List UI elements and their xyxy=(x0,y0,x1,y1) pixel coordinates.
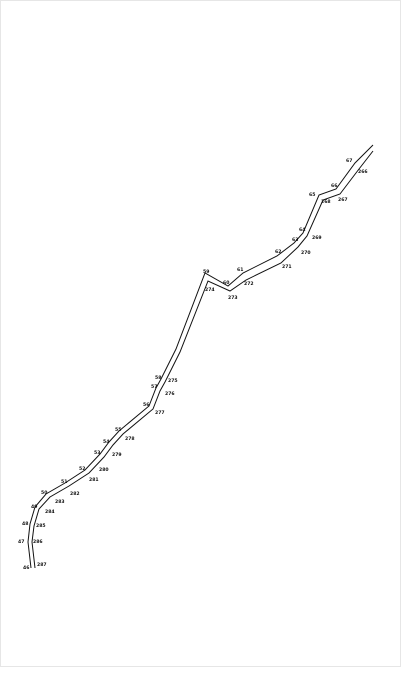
left-station-label: 53 xyxy=(94,450,100,456)
right-station-label: 277 xyxy=(155,410,165,416)
left-station-label: 60 xyxy=(223,280,229,286)
left-station-label: 62 xyxy=(275,249,281,255)
right-station-label: 268 xyxy=(321,199,331,205)
right-station-label: 266 xyxy=(358,169,368,175)
left-station-label: 50 xyxy=(41,490,47,496)
right-station-label: 270 xyxy=(301,250,311,256)
road-edge-right xyxy=(31,150,374,569)
left-station-label: 66 xyxy=(331,183,337,189)
right-station-label: 269 xyxy=(312,235,322,241)
right-station-label: 284 xyxy=(45,509,55,515)
right-station-label: 274 xyxy=(205,287,215,293)
right-station-label: 272 xyxy=(244,281,254,287)
right-station-label: 286 xyxy=(33,539,43,545)
right-station-label: 287 xyxy=(37,562,47,568)
left-station-label: 56 xyxy=(143,402,149,408)
right-station-label: 281 xyxy=(89,477,99,483)
left-station-label: 58 xyxy=(155,375,161,381)
right-station-label: 278 xyxy=(125,436,135,442)
right-station-label: 276 xyxy=(165,391,175,397)
right-station-label: 267 xyxy=(338,197,348,203)
right-station-label: 282 xyxy=(70,491,80,497)
right-station-label: 275 xyxy=(168,378,178,384)
road-edge-left xyxy=(27,144,374,569)
left-station-label: 65 xyxy=(309,192,315,198)
left-station-label: 55 xyxy=(115,427,121,433)
left-station-label: 59 xyxy=(203,269,209,275)
left-station-label: 46 xyxy=(23,565,29,571)
left-station-label: 47 xyxy=(18,539,24,545)
left-station-label: 61 xyxy=(237,267,243,273)
left-station-label: 52 xyxy=(79,466,85,472)
left-station-label: 54 xyxy=(103,439,109,445)
left-station-label: 57 xyxy=(151,384,157,390)
right-station-label: 273 xyxy=(228,295,238,301)
right-station-label: 280 xyxy=(99,467,109,473)
left-station-label: 48 xyxy=(22,521,28,527)
left-station-label: 49 xyxy=(31,504,37,510)
right-station-label: 285 xyxy=(36,523,46,529)
right-station-label: 271 xyxy=(282,264,292,270)
left-station-label: 63 xyxy=(292,237,298,243)
left-station-label: 64 xyxy=(299,227,305,233)
right-station-label: 283 xyxy=(55,499,65,505)
right-station-label: 279 xyxy=(112,452,122,458)
left-station-label: 67 xyxy=(346,158,352,164)
left-station-label: 51 xyxy=(61,479,67,485)
